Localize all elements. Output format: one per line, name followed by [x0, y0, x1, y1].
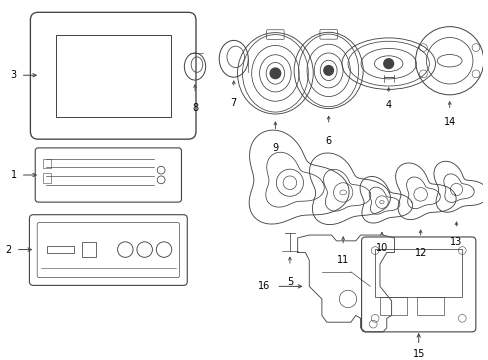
- Bar: [81, 242, 96, 257]
- Text: 9: 9: [272, 143, 278, 153]
- Bar: [416, 297, 443, 315]
- Text: 12: 12: [414, 248, 426, 258]
- Text: 6: 6: [325, 136, 331, 146]
- Text: 1: 1: [11, 170, 17, 180]
- Text: 8: 8: [192, 103, 198, 113]
- Text: 16: 16: [258, 282, 270, 291]
- Bar: [43, 158, 51, 168]
- Text: 5: 5: [286, 277, 292, 287]
- Text: 15: 15: [412, 349, 424, 359]
- Circle shape: [323, 66, 333, 75]
- Bar: [374, 249, 461, 297]
- Text: 14: 14: [443, 117, 455, 126]
- Bar: [43, 173, 51, 183]
- Circle shape: [269, 68, 280, 78]
- Text: 7: 7: [230, 98, 236, 108]
- Text: 11: 11: [336, 255, 348, 265]
- Circle shape: [383, 59, 393, 68]
- Text: 10: 10: [375, 243, 387, 253]
- Text: 4: 4: [385, 100, 391, 110]
- Bar: [56, 35, 170, 117]
- Text: 2: 2: [6, 244, 12, 255]
- Bar: [47, 246, 74, 253]
- Bar: [379, 297, 406, 315]
- Text: 3: 3: [11, 70, 17, 80]
- Text: 13: 13: [449, 238, 462, 247]
